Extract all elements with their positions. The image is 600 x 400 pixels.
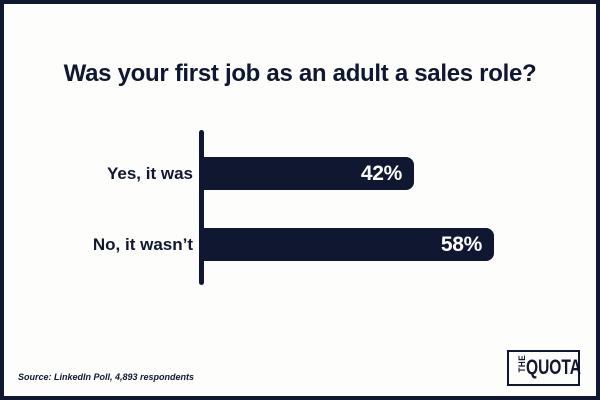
y-axis-line bbox=[199, 130, 204, 285]
chart-title: Was your first job as an adult a sales r… bbox=[63, 60, 537, 87]
source-note: Source: LinkedIn Poll, 4,893 respondents bbox=[18, 372, 195, 382]
bar-value-no: 58% bbox=[440, 232, 482, 256]
logo-quota-text: QUOTA bbox=[526, 356, 581, 379]
category-label-yes: Yes, it was bbox=[107, 164, 193, 183]
category-label-no: No, it wasn’t bbox=[92, 235, 193, 254]
bar-yes: 42% bbox=[204, 157, 414, 190]
the-quota-logo: THE QUOTA bbox=[507, 350, 581, 386]
bar-value-yes: 42% bbox=[360, 161, 402, 185]
bar-no: 58% bbox=[204, 228, 494, 261]
